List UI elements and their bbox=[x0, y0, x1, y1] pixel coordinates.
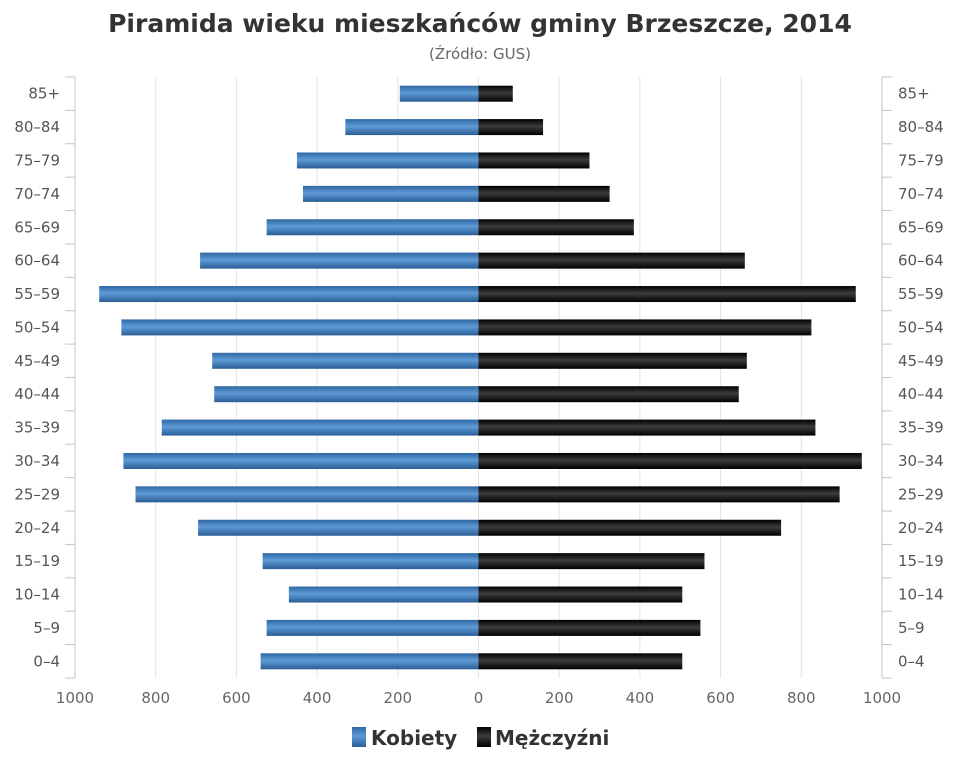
bar-kobiety-7[interactable] bbox=[121, 319, 479, 336]
bar-mezczyzni-13[interactable] bbox=[478, 519, 782, 536]
category-label-left: 60–64 bbox=[14, 252, 60, 270]
x-tick-label: 400 bbox=[626, 689, 655, 707]
category-label-right: 25–29 bbox=[898, 485, 944, 503]
category-label-left: 80–84 bbox=[14, 118, 60, 136]
bar-kobiety-4[interactable] bbox=[266, 219, 479, 236]
category-label-left: 65–69 bbox=[14, 218, 60, 236]
bar-kobiety-6[interactable] bbox=[99, 286, 479, 303]
x-tick-label: 200 bbox=[383, 689, 412, 707]
legend-swatch-kobiety bbox=[352, 727, 366, 747]
grid-lines bbox=[155, 77, 802, 678]
x-tick-label: 0 bbox=[474, 689, 484, 707]
axes bbox=[65, 76, 892, 679]
bar-mezczyzni-12[interactable] bbox=[478, 486, 840, 503]
category-label-right: 45–49 bbox=[898, 352, 944, 370]
bar-kobiety-14[interactable] bbox=[262, 553, 479, 570]
bar-kobiety-9[interactable] bbox=[214, 386, 479, 403]
category-label-right: 0–4 bbox=[898, 652, 925, 670]
bar-mezczyzni-3[interactable] bbox=[478, 185, 610, 202]
x-tick-label: 800 bbox=[787, 689, 816, 707]
category-label-left: 50–54 bbox=[14, 318, 60, 336]
category-label-left: 20–24 bbox=[14, 519, 60, 537]
category-label-left: 75–79 bbox=[14, 151, 60, 169]
category-label-left: 5–9 bbox=[33, 619, 60, 637]
category-label-left: 85+ bbox=[28, 85, 60, 103]
legend: Kobiety Mężczyźni bbox=[352, 726, 609, 750]
category-label-left: 30–34 bbox=[14, 452, 60, 470]
category-label-right: 50–54 bbox=[898, 318, 944, 336]
bar-mezczyzni-0[interactable] bbox=[478, 85, 513, 102]
x-tick-label: 1000 bbox=[56, 689, 94, 707]
category-label-right: 10–14 bbox=[898, 586, 944, 604]
bar-mezczyzni-9[interactable] bbox=[478, 386, 739, 403]
category-label-right: 35–39 bbox=[898, 419, 944, 437]
x-tick-label: 600 bbox=[222, 689, 251, 707]
bar-kobiety-2[interactable] bbox=[296, 152, 479, 169]
bar-mezczyzni-15[interactable] bbox=[478, 586, 683, 603]
x-tick-label: 200 bbox=[545, 689, 574, 707]
category-label-left: 10–14 bbox=[14, 586, 60, 604]
axis-labels: 1000 800 600 400 200 0 200 400 600 800 1000 85+ 85+ 8… bbox=[14, 85, 943, 707]
category-label-right: 15–19 bbox=[898, 552, 944, 570]
bar-kobiety-3[interactable] bbox=[302, 185, 479, 202]
x-tick-label: 800 bbox=[141, 689, 170, 707]
legend-item-mezczyzni[interactable]: Mężczyźni bbox=[477, 726, 609, 750]
bar-mezczyzni-6[interactable] bbox=[478, 286, 856, 303]
category-label-right: 65–69 bbox=[898, 218, 944, 236]
category-label-left: 15–19 bbox=[14, 552, 60, 570]
bars bbox=[99, 85, 862, 670]
bar-mezczyzni-4[interactable] bbox=[478, 219, 634, 236]
category-label-right: 60–64 bbox=[898, 252, 944, 270]
bar-kobiety-12[interactable] bbox=[135, 486, 479, 503]
category-label-right: 70–74 bbox=[898, 185, 944, 203]
legend-label-mezczyzni: Mężczyźni bbox=[495, 726, 609, 750]
category-label-right: 80–84 bbox=[898, 118, 944, 136]
bar-mezczyzni-16[interactable] bbox=[478, 619, 701, 636]
bar-mezczyzni-1[interactable] bbox=[478, 119, 544, 136]
bar-mezczyzni-17[interactable] bbox=[478, 653, 683, 670]
category-label-left: 45–49 bbox=[14, 352, 60, 370]
bar-kobiety-5[interactable] bbox=[200, 252, 479, 269]
category-label-right: 85+ bbox=[898, 85, 930, 103]
bar-kobiety-16[interactable] bbox=[266, 619, 479, 636]
category-label-left: 0–4 bbox=[33, 652, 60, 670]
bar-kobiety-17[interactable] bbox=[260, 653, 479, 670]
category-label-right: 30–34 bbox=[898, 452, 944, 470]
bar-kobiety-0[interactable] bbox=[399, 85, 479, 102]
chart-subtitle: (Źródło: GUS) bbox=[429, 44, 531, 63]
bar-kobiety-1[interactable] bbox=[345, 119, 479, 136]
category-label-right: 40–44 bbox=[898, 385, 944, 403]
category-label-left: 70–74 bbox=[14, 185, 60, 203]
x-tick-label: 400 bbox=[303, 689, 332, 707]
category-label-left: 35–39 bbox=[14, 419, 60, 437]
legend-item-kobiety[interactable]: Kobiety bbox=[352, 726, 457, 750]
bar-mezczyzni-7[interactable] bbox=[478, 319, 812, 336]
bar-mezczyzni-14[interactable] bbox=[478, 553, 705, 570]
bar-mezczyzni-10[interactable] bbox=[478, 419, 816, 436]
bar-kobiety-13[interactable] bbox=[198, 519, 479, 536]
category-label-right: 20–24 bbox=[898, 519, 944, 537]
bar-mezczyzni-5[interactable] bbox=[478, 252, 745, 269]
category-label-right: 75–79 bbox=[898, 151, 944, 169]
x-tick-label: 600 bbox=[706, 689, 735, 707]
bar-kobiety-8[interactable] bbox=[212, 352, 479, 369]
bar-mezczyzni-11[interactable] bbox=[478, 452, 862, 469]
chart-title: Piramida wieku mieszkańców gminy Brzeszc… bbox=[108, 9, 852, 38]
category-label-left: 25–29 bbox=[14, 485, 60, 503]
legend-swatch-mezczyzni bbox=[477, 727, 491, 747]
category-label-left: 55–59 bbox=[14, 285, 60, 303]
bar-kobiety-10[interactable] bbox=[161, 419, 479, 436]
category-label-right: 55–59 bbox=[898, 285, 944, 303]
category-label-left: 40–44 bbox=[14, 385, 60, 403]
x-tick-label: 1000 bbox=[863, 689, 901, 707]
bar-mezczyzni-2[interactable] bbox=[478, 152, 590, 169]
bar-mezczyzni-8[interactable] bbox=[478, 352, 747, 369]
legend-label-kobiety: Kobiety bbox=[371, 726, 457, 750]
bar-kobiety-11[interactable] bbox=[123, 452, 479, 469]
category-label-right: 5–9 bbox=[898, 619, 925, 637]
bar-kobiety-15[interactable] bbox=[288, 586, 479, 603]
